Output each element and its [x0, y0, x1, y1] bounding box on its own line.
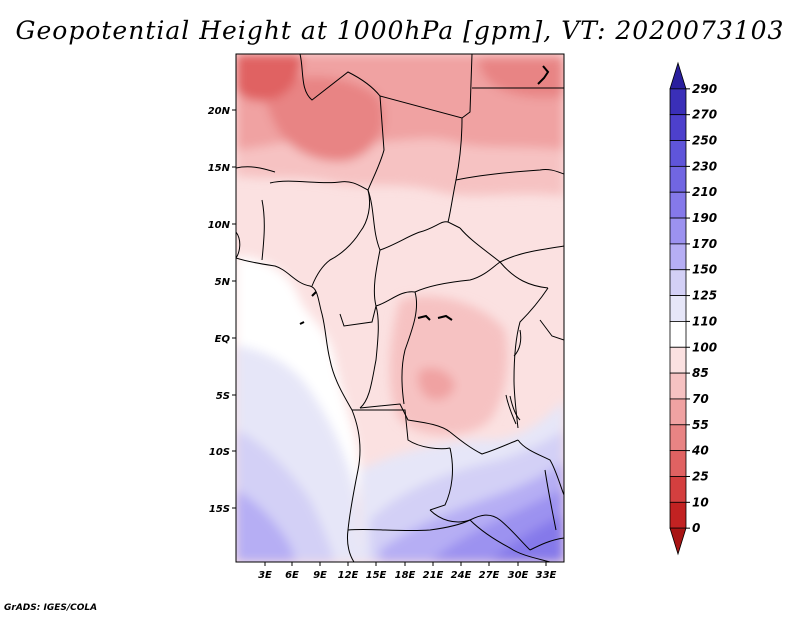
lon-label: 9E	[313, 570, 327, 581]
colorbar-swatch	[669, 527, 687, 556]
colorbar-swatch	[669, 88, 687, 116]
lat-label: 10S	[209, 447, 230, 458]
colorbar-label: 0	[692, 521, 700, 535]
colorbar-label: 170	[692, 237, 717, 251]
colorbar-label: 270	[692, 108, 717, 122]
boundaries	[236, 54, 564, 562]
colorbar-label: 110	[692, 314, 717, 328]
lon-label: 24E	[451, 570, 472, 581]
grads-credit: GrADS: IGES/COLA	[4, 603, 98, 613]
colorbar-swatch	[669, 346, 687, 374]
chart-title: Geopotential Height at 1000hPa [gpm], VT…	[15, 16, 785, 45]
colorbar-label: 55	[692, 418, 709, 432]
colorbar-label: 290	[692, 82, 717, 96]
lat-axis: 20N 15N 10N 5N EQ 5S 10S 15S	[208, 106, 236, 515]
height-field	[236, 54, 564, 562]
map-frame	[235, 53, 565, 563]
lon-label: 21E	[423, 570, 444, 581]
lat-label: EQ	[215, 334, 231, 345]
colorbar-swatch	[669, 424, 687, 452]
colorbar-swatch	[669, 321, 687, 348]
colorbar-label: 10	[692, 495, 709, 509]
lon-label: 3E	[258, 570, 272, 581]
colorbar-label: 150	[692, 263, 717, 277]
lon-axis: 3E 6E 9E 12E 15E 18E 21E 24E 27E 30E 33E	[258, 562, 557, 581]
colorbar-label: 210	[692, 185, 717, 199]
lon-label: 33E	[536, 570, 557, 581]
colorbar-label: 40	[691, 444, 709, 458]
colorbar-swatch	[669, 450, 687, 477]
colorbar-swatch	[669, 191, 687, 219]
colorbar-swatch	[669, 243, 687, 271]
colorbar-label: 250	[692, 134, 717, 148]
colorbar-swatch	[669, 140, 687, 167]
lakes	[299, 65, 550, 325]
lon-label: 15E	[366, 570, 387, 581]
colorbar-label: 125	[692, 289, 717, 303]
colorbar-swatch	[669, 269, 687, 296]
lon-label: 6E	[285, 570, 299, 581]
lat-label: 15N	[208, 163, 231, 174]
colorbar-swatch	[669, 501, 687, 529]
lat-label: 5N	[215, 277, 231, 288]
lat-label: 10N	[208, 220, 231, 231]
colorbar-swatch	[669, 295, 687, 322]
colorbar-label: 70	[692, 392, 709, 406]
colorbar-label: 100	[692, 340, 717, 354]
colorbar-swatch	[669, 165, 687, 193]
colorbar-label: 230	[692, 159, 717, 173]
colorbar-label: 190	[692, 211, 717, 225]
colorbar-swatch	[669, 372, 687, 400]
colorbar-swatch	[669, 217, 687, 245]
colorbar-label: 25	[692, 469, 709, 483]
colorbar-swatch	[669, 398, 687, 426]
lon-label: 12E	[338, 570, 359, 581]
lon-label: 18E	[395, 570, 416, 581]
colorbar-swatch	[669, 476, 687, 503]
lat-label: 5S	[216, 391, 230, 402]
colorbar-label: 85	[692, 366, 709, 380]
lat-label: 15S	[209, 504, 230, 515]
colorbar-swatch	[669, 114, 687, 141]
lat-label: 20N	[208, 106, 231, 117]
lon-label: 30E	[508, 570, 529, 581]
lon-label: 27E	[479, 570, 500, 581]
colorbar: 2902702502302101901701501251101008570554…	[669, 61, 717, 556]
colorbar-swatch	[669, 61, 687, 90]
